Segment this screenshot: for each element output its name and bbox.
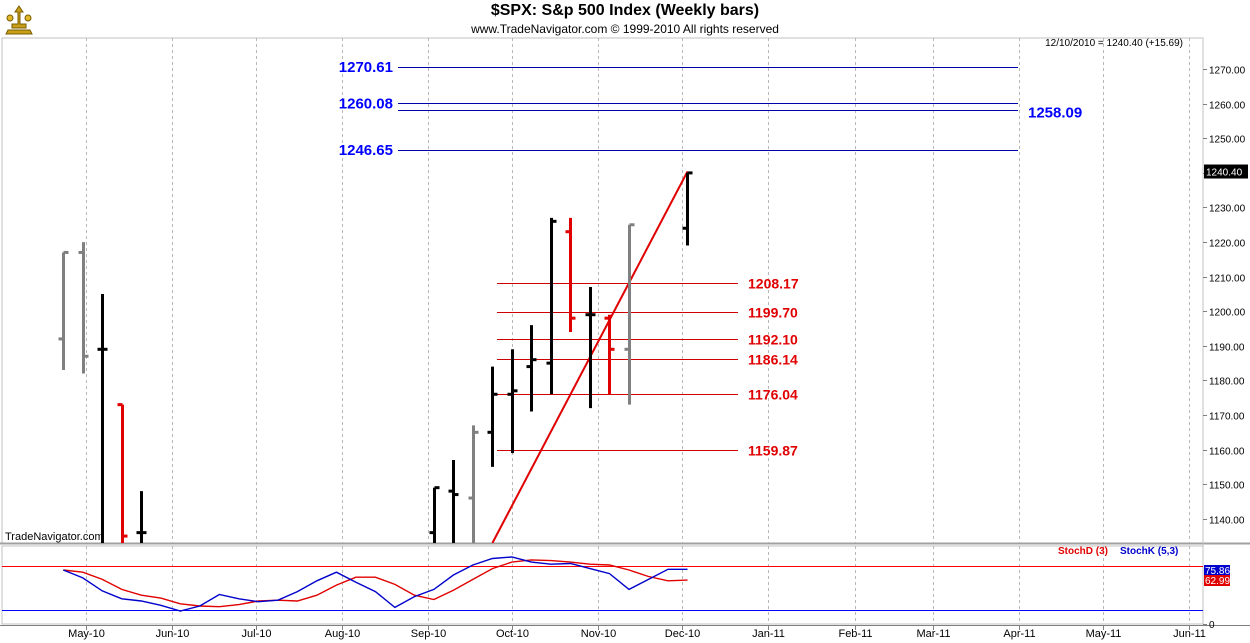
chart-logo-icon xyxy=(2,2,36,36)
stoch-legend-d: StochD (3) xyxy=(1058,546,1108,557)
stochk-last-tag xyxy=(1204,565,1230,576)
ohlc-bar xyxy=(526,325,537,412)
stochd-last-label: 62.99 xyxy=(1205,576,1230,587)
x-tick-label: Oct-10 xyxy=(496,628,529,640)
fib-level-label: 1176.04 xyxy=(748,387,798,403)
fib-level-label: 1199.70 xyxy=(748,305,798,321)
stoch-panel-frame xyxy=(1,545,1204,625)
ohlc-bar xyxy=(565,217,576,333)
y-tick-label: 1200.00 xyxy=(1209,308,1246,319)
x-tick-label: Jun-10 xyxy=(156,628,190,640)
y-tick-label: 1190.00 xyxy=(1209,343,1245,354)
y-tick-label: 1160.00 xyxy=(1209,447,1245,458)
last-price-tag xyxy=(1204,164,1248,179)
ohlc-bar xyxy=(429,486,440,543)
y-tick-label: 1170.00 xyxy=(1209,412,1245,423)
x-tick-label: Feb-11 xyxy=(838,628,872,640)
x-tick-label: Nov-10 xyxy=(581,628,616,640)
x-tick-label: Jan-11 xyxy=(752,628,785,640)
ohlc-bar xyxy=(58,250,69,371)
last-value-note: 12/10/2010 = 1240.40 (+15.69) xyxy=(1045,38,1183,49)
x-tick-label: Aug-10 xyxy=(325,628,360,640)
y-tick-label: 1260.00 xyxy=(1209,101,1246,112)
x-tick-label: Mar-11 xyxy=(916,628,950,640)
x-tick-label: Sep-10 xyxy=(411,628,446,640)
ohlc-bar xyxy=(136,491,147,543)
ohlc-bar xyxy=(682,171,693,246)
chart-subtitle: www.TradeNavigator.com © 1999-2010 All r… xyxy=(471,22,779,36)
stoch-series-line xyxy=(63,559,688,608)
x-tick-label: Jun-11 xyxy=(1173,628,1206,640)
last-price-label: 1240.40 xyxy=(1206,168,1243,179)
chart-title: $SPX: S&p 500 Index (Weekly bars) xyxy=(490,2,760,19)
ohlc-bar xyxy=(546,217,557,395)
ohlc-bar xyxy=(487,366,498,467)
target-level-label: 1260.08 xyxy=(339,95,393,112)
x-tick-label: May-11 xyxy=(1086,628,1122,640)
price-panel-frame xyxy=(1,37,1204,544)
ohlc-bar xyxy=(78,242,89,374)
y-tick-label: 1140.00 xyxy=(1209,516,1245,527)
x-tick-label: Apr-11 xyxy=(1003,628,1035,640)
ohlc-bar xyxy=(117,403,128,543)
y-tick-label: 1230.00 xyxy=(1209,204,1246,215)
y-tick-label: 1270.00 xyxy=(1209,66,1246,77)
fib-level-label: 1208.17 xyxy=(748,276,799,292)
ohlc-bar xyxy=(507,349,518,454)
ohlc-bar xyxy=(585,287,596,409)
stoch-y-tick-label: 0 xyxy=(1209,620,1215,631)
y-tick-label: 1220.00 xyxy=(1209,239,1246,250)
target-level-label: 1246.65 xyxy=(339,142,393,159)
price-plot-area xyxy=(58,67,1018,543)
y-tick-label: 1150.00 xyxy=(1209,481,1245,492)
y-tick-label: 1210.00 xyxy=(1209,274,1246,285)
stochk-last-label: 75.86 xyxy=(1205,566,1230,577)
fib-level-label: 1159.87 xyxy=(748,443,798,459)
x-tick-label: Jul-10 xyxy=(242,628,272,640)
y-tick-label: 1250.00 xyxy=(1209,135,1246,146)
stoch-legend-k: StochK (5,3) xyxy=(1120,546,1178,557)
stoch-series-line xyxy=(63,556,688,612)
ohlc-bar xyxy=(97,293,108,543)
fib-level-label: 1186.14 xyxy=(748,352,798,368)
ohlc-bar xyxy=(604,314,615,395)
stochd-last-tag xyxy=(1204,575,1230,586)
x-tick-label: Dec-10 xyxy=(665,628,700,640)
fib-level-label: 1192.10 xyxy=(748,332,798,348)
x-tick-label: May-10 xyxy=(68,628,105,640)
ohlc-bar xyxy=(468,425,479,543)
y-tick-label: 1180.00 xyxy=(1209,377,1245,388)
ohlc-bar xyxy=(624,223,635,405)
watermark-text: TradeNavigator.com xyxy=(5,531,104,543)
ohlc-bar xyxy=(448,459,459,543)
target-level-label: 1270.61 xyxy=(339,59,393,76)
target-level-label: 1258.09 xyxy=(1028,104,1082,121)
